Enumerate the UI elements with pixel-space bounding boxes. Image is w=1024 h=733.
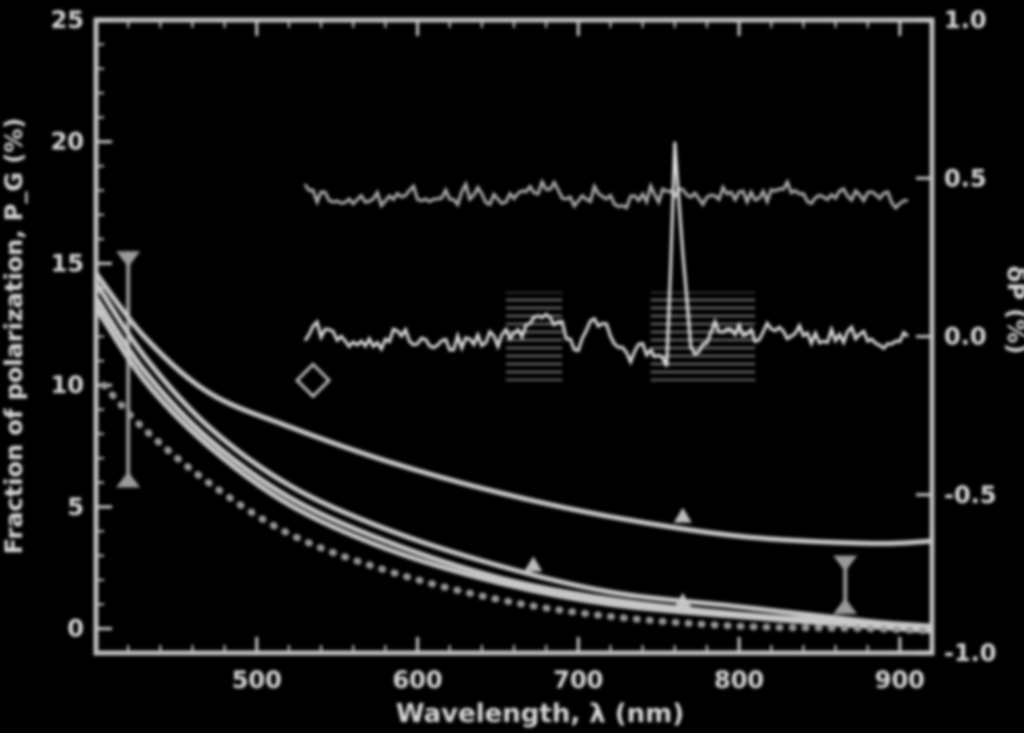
- tick-labels: 500 600 700 800 900 0 5 10 15 20 25 -1.0 -0.5 0.0 0.5 1…: [51, 6, 997, 694]
- y-left-tick-label: 25: [51, 6, 84, 34]
- series-line-noisy: [303, 141, 909, 367]
- x-tick-label: 600: [392, 666, 442, 694]
- axis-ticks: [96, 18, 933, 655]
- series-line-dotted: [100, 381, 936, 635]
- error-bar-cap-bottom: [116, 471, 141, 488]
- y-left-tick-label: 10: [51, 371, 84, 399]
- y-right-tick-label: 0.5: [944, 164, 987, 192]
- y-right-tick-label: -1.0: [944, 639, 996, 667]
- x-tick-label: 800: [714, 666, 764, 694]
- error-bar-cap-top: [833, 555, 858, 572]
- y-axis-label-right: δP (%): [1002, 266, 1024, 354]
- x-axis-label: Wavelength, λ (nm): [396, 699, 684, 729]
- y-right-tick-label: -0.5: [944, 481, 996, 509]
- error-bar-cap-bottom: [833, 598, 858, 615]
- y-left-tick-label: 5: [67, 493, 84, 521]
- y-left-tick-label: 15: [51, 249, 84, 277]
- y-right-tick-label: 1.0: [944, 6, 987, 34]
- y-left-tick-label: 0: [67, 615, 84, 643]
- error-bar-cap-top: [116, 251, 141, 268]
- x-tick-label: 900: [875, 666, 925, 694]
- series-line: [93, 281, 933, 629]
- hatched-box: [505, 292, 563, 381]
- diamond-marker: [294, 362, 332, 399]
- hatched-box: [650, 292, 756, 381]
- data-series: [93, 141, 936, 635]
- x-tick-label: 500: [232, 666, 282, 694]
- series-line-noisy: [303, 178, 909, 211]
- series-line: [93, 305, 933, 634]
- y-left-tick-label: 20: [51, 128, 84, 156]
- series-line: [94, 271, 933, 547]
- y-axis-label-left: Fraction of polarization, P_G (%): [0, 118, 28, 555]
- triangle-marker: [673, 507, 692, 523]
- triangle-marker: [524, 556, 543, 572]
- y-right-tick-label: 0.0: [944, 323, 987, 351]
- x-tick-label: 700: [553, 666, 603, 694]
